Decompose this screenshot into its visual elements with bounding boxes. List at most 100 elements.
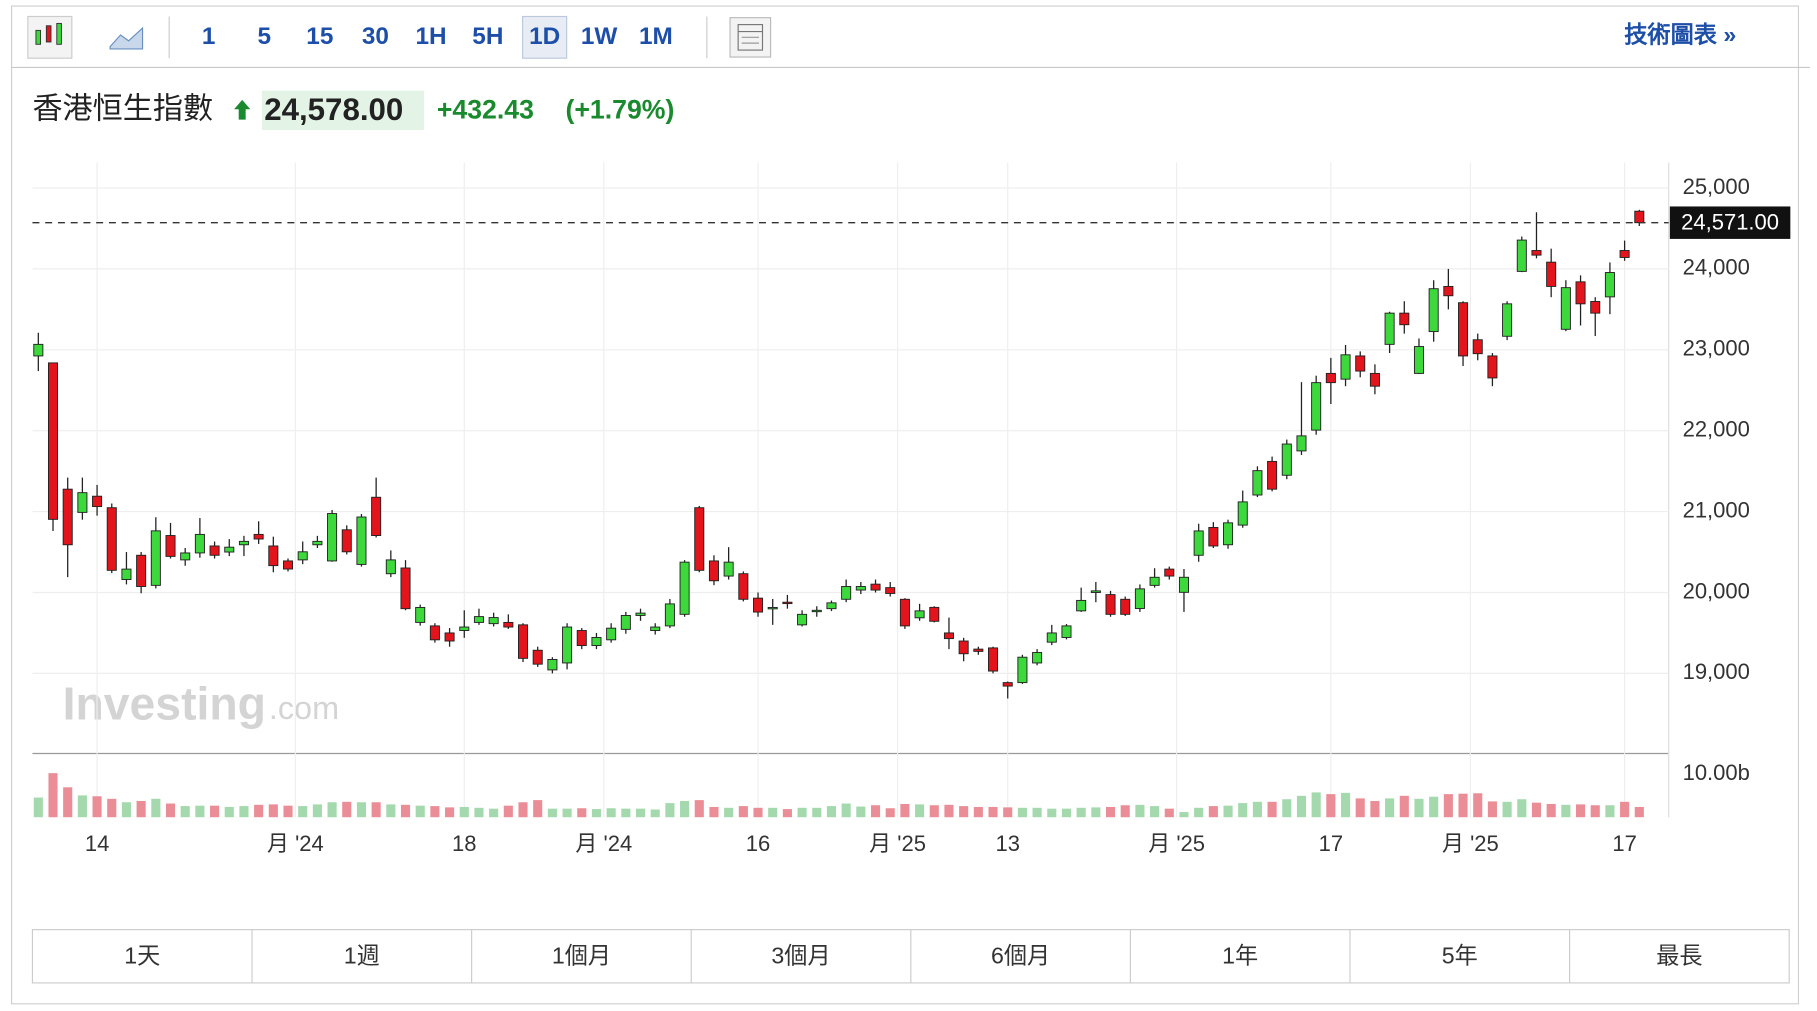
x-tick-label: 16 xyxy=(746,831,770,856)
interval-button[interactable]: 1M xyxy=(639,23,673,50)
candle-body xyxy=(1413,346,1424,374)
volume-bar xyxy=(342,801,352,818)
range-button[interactable]: 1週 xyxy=(344,943,380,969)
price-change: +432.43 xyxy=(437,95,534,125)
candle-body xyxy=(194,533,205,554)
volume-bar xyxy=(92,796,102,818)
volume-bar xyxy=(386,804,396,818)
widget-frame xyxy=(11,5,1800,1005)
candle-body xyxy=(297,551,308,561)
volume-bar xyxy=(900,803,910,818)
volume-bar xyxy=(180,806,190,818)
technical-chart-link[interactable]: 技術圖表 » xyxy=(1624,21,1736,47)
candle-body xyxy=(385,559,396,575)
volume-bar xyxy=(1399,795,1409,818)
volume-bar xyxy=(1517,799,1527,818)
candle-body xyxy=(532,649,543,665)
volume-bar xyxy=(1590,805,1600,818)
volume-bar xyxy=(151,798,161,818)
candle-body xyxy=(1002,682,1013,687)
candle-body xyxy=(826,602,837,610)
range-button[interactable]: 1天 xyxy=(124,943,160,969)
candle-body xyxy=(870,583,881,591)
volume-bar xyxy=(533,800,543,818)
volume-bar xyxy=(1370,800,1380,818)
line-icon[interactable] xyxy=(109,26,144,50)
volume-bar xyxy=(1546,803,1556,818)
x-tick-label: 18 xyxy=(452,831,476,856)
volume-bar xyxy=(1135,804,1145,818)
interval-button[interactable]: 5H xyxy=(472,23,503,50)
range-button[interactable]: 1個月 xyxy=(552,943,611,969)
interval-button[interactable]: 15 xyxy=(306,23,333,50)
candle-body xyxy=(1340,354,1351,380)
candle-body xyxy=(488,617,499,625)
volume-bar xyxy=(606,808,616,818)
candle-body xyxy=(606,627,617,641)
volume-bar xyxy=(1531,802,1542,818)
candle-body xyxy=(1472,339,1483,355)
volume-bar xyxy=(1017,807,1027,818)
price-change-percent: (+1.79%) xyxy=(565,95,674,125)
interval-button[interactable]: 30 xyxy=(362,23,389,50)
volume-bar xyxy=(1105,806,1116,818)
volume-bar xyxy=(283,805,293,818)
candle-body xyxy=(1575,281,1586,305)
last-price: 24,578.00 xyxy=(264,92,403,127)
candle-body xyxy=(1428,288,1439,333)
range-button[interactable]: 3個月 xyxy=(771,943,830,969)
candle-icon[interactable] xyxy=(27,15,73,59)
layout-icon[interactable] xyxy=(729,17,772,58)
candle-body xyxy=(33,343,44,357)
volume-bar xyxy=(1634,806,1644,818)
range-button[interactable]: 6個月 xyxy=(991,943,1050,969)
icon-area[interactable] xyxy=(109,26,144,50)
range-button[interactable]: 最長 xyxy=(1656,943,1702,969)
volume-bar xyxy=(400,804,411,818)
volume-bar xyxy=(474,807,484,818)
y-tick-label: 20,000 xyxy=(1683,578,1750,603)
candle-body xyxy=(620,615,631,630)
candle-body xyxy=(518,624,529,659)
volume-bar xyxy=(1061,808,1072,818)
volume-bar xyxy=(929,805,939,818)
candle-body xyxy=(400,567,411,610)
candle-body xyxy=(224,546,235,553)
volume-bar xyxy=(738,806,748,818)
interval-button[interactable]: 1 xyxy=(202,23,216,50)
volume-bar xyxy=(1502,801,1512,818)
volume-bar xyxy=(165,803,176,818)
interval-button[interactable]: 1H xyxy=(416,23,447,50)
volume-bar xyxy=(224,806,234,818)
interval-active-bg[interactable] xyxy=(522,15,568,59)
volume-bar xyxy=(812,807,822,818)
volume-bar xyxy=(665,803,675,818)
candle-body xyxy=(1105,594,1116,615)
volume-bar xyxy=(797,807,807,818)
interval-button[interactable]: 5 xyxy=(257,23,271,50)
volume-bar xyxy=(885,808,895,818)
x-tick-label: 17 xyxy=(1612,831,1636,856)
volume-bar xyxy=(1458,793,1468,818)
volume-bar xyxy=(591,809,602,818)
volume-bar xyxy=(254,804,264,818)
volume-bar xyxy=(136,800,146,818)
interval-button[interactable]: 1D xyxy=(529,23,560,50)
volume-bar xyxy=(415,805,425,818)
interval-button[interactable]: 1W xyxy=(581,23,618,50)
icon-candle xyxy=(45,25,52,43)
candle-body xyxy=(1502,303,1513,337)
volume-bar xyxy=(1561,804,1571,818)
watermark-brand: Investing xyxy=(63,677,266,729)
candle-body xyxy=(1120,598,1131,615)
candle-body xyxy=(1149,576,1160,586)
candle-body xyxy=(371,496,382,536)
candle-body xyxy=(1208,526,1219,547)
range-button[interactable]: 1年 xyxy=(1222,943,1258,969)
icon-candle xyxy=(56,22,62,45)
volume-bar xyxy=(973,806,983,818)
volume-bar xyxy=(694,800,704,818)
icon-candle xyxy=(35,29,42,45)
range-button[interactable]: 5年 xyxy=(1442,943,1478,969)
